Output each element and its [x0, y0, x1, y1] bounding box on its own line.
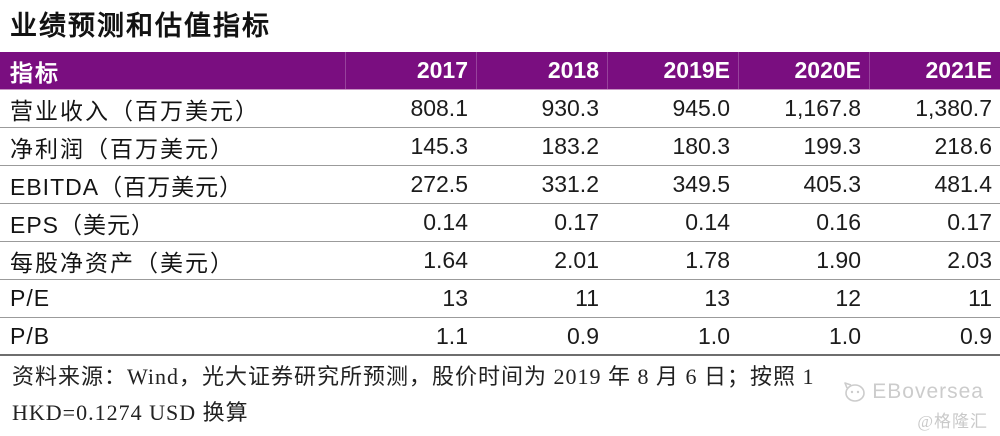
row-label: EPS（美元）	[10, 211, 156, 238]
cell-value: 349.5	[672, 171, 730, 197]
row-label: EBITDA（百万美元）	[10, 173, 244, 200]
source-note-line2: HKD=0.1274 USD 换算	[12, 400, 249, 425]
table-row-bvps: 每股净资产（美元） 1.64 2.01 1.78 1.90 2.03	[0, 242, 1000, 280]
cell-value: 1,167.8	[784, 95, 861, 121]
cell-value: 1.0	[829, 322, 861, 349]
cell-value: 0.17	[554, 209, 599, 235]
table-row-ebitda: EBITDA（百万美元） 272.5 331.2 349.5 405.3 481…	[0, 166, 1000, 204]
header-cell-2020e: 2020E	[738, 52, 869, 89]
cell-value: 145.3	[410, 133, 468, 159]
cell-value: 0.9	[567, 322, 599, 349]
header-cell-metric: 指标	[10, 60, 60, 86]
cell-value: 481.4	[934, 171, 992, 197]
header-cell-2018: 2018	[476, 52, 607, 89]
cell-value: 1.0	[698, 322, 730, 349]
cell-value: 1.78	[685, 247, 730, 273]
source-note: 资料来源：Wind，光大证券研究所预测，股价时间为 2019 年 8 月 6 日…	[0, 356, 1000, 431]
header-cell-2019e: 2019E	[607, 52, 738, 89]
cell-value: 0.16	[816, 209, 861, 235]
table-row-pb: P/B 1.1 0.9 1.0 1.0 0.9	[0, 318, 1000, 356]
cell-value: 1.64	[423, 247, 468, 273]
cell-value: 0.14	[423, 209, 468, 235]
row-label: P/B	[10, 322, 51, 349]
cell-value: 13	[704, 285, 730, 311]
header-cell-2017: 2017	[345, 52, 476, 89]
eboversea-watermark: EBoversea	[843, 380, 984, 404]
source-note-line1: 资料来源：Wind，光大证券研究所预测，股价时间为 2019 年 8 月 6 日…	[12, 364, 815, 389]
cell-value: 13	[442, 285, 468, 311]
cell-value: 405.3	[803, 171, 861, 197]
eboversea-watermark-text: EBoversea	[872, 380, 984, 403]
cell-value: 1.1	[436, 322, 468, 349]
table-row-pe: P/E 13 11 13 12 11	[0, 280, 1000, 318]
cell-value: 272.5	[410, 171, 468, 197]
cell-value: 199.3	[803, 133, 861, 159]
table-row-revenue: 营业收入（百万美元） 808.1 930.3 945.0 1,167.8 1,3…	[0, 90, 1000, 128]
cell-value: 12	[835, 285, 861, 311]
row-label: 每股净资产（美元）	[10, 250, 235, 276]
forecast-valuation-table: 指标 2017 2018 2019E 2020E 2021E 营业收入（百万美元…	[0, 52, 1000, 356]
cell-value: 930.3	[541, 95, 599, 121]
row-label: P/E	[10, 285, 51, 311]
cell-value: 1.90	[816, 247, 861, 273]
page-title: 业绩预测和估值指标	[10, 11, 271, 41]
cell-value: 11	[575, 285, 599, 311]
cell-value: 0.9	[960, 322, 992, 349]
cell-value: 0.17	[947, 209, 992, 235]
cell-value: 2.01	[554, 247, 599, 273]
table-row-net-profit: 净利润（百万美元） 145.3 183.2 180.3 199.3 218.6	[0, 128, 1000, 166]
cell-value: 218.6	[934, 133, 992, 159]
header-cell-2021e: 2021E	[869, 52, 1000, 89]
cell-value: 945.0	[672, 95, 730, 121]
gelonghui-watermark: @格隆汇	[917, 412, 988, 431]
table-row-eps: EPS（美元） 0.14 0.17 0.14 0.16 0.17	[0, 204, 1000, 242]
cell-value: 11	[968, 285, 992, 311]
cell-value: 183.2	[541, 133, 599, 159]
table-header-row: 指标 2017 2018 2019E 2020E 2021E	[0, 52, 1000, 90]
cell-value: 180.3	[672, 133, 730, 159]
cell-value: 808.1	[410, 95, 468, 121]
cell-value: 2.03	[947, 247, 992, 273]
cell-value: 331.2	[541, 171, 599, 197]
cell-value: 0.14	[685, 209, 730, 235]
row-label: 净利润（百万美元）	[10, 136, 235, 162]
eboversea-cat-logo-icon	[843, 381, 867, 403]
cell-value: 1,380.7	[915, 95, 992, 121]
row-label: 营业收入（百万美元）	[10, 98, 260, 124]
table-body: 营业收入（百万美元） 808.1 930.3 945.0 1,167.8 1,3…	[0, 90, 1000, 356]
